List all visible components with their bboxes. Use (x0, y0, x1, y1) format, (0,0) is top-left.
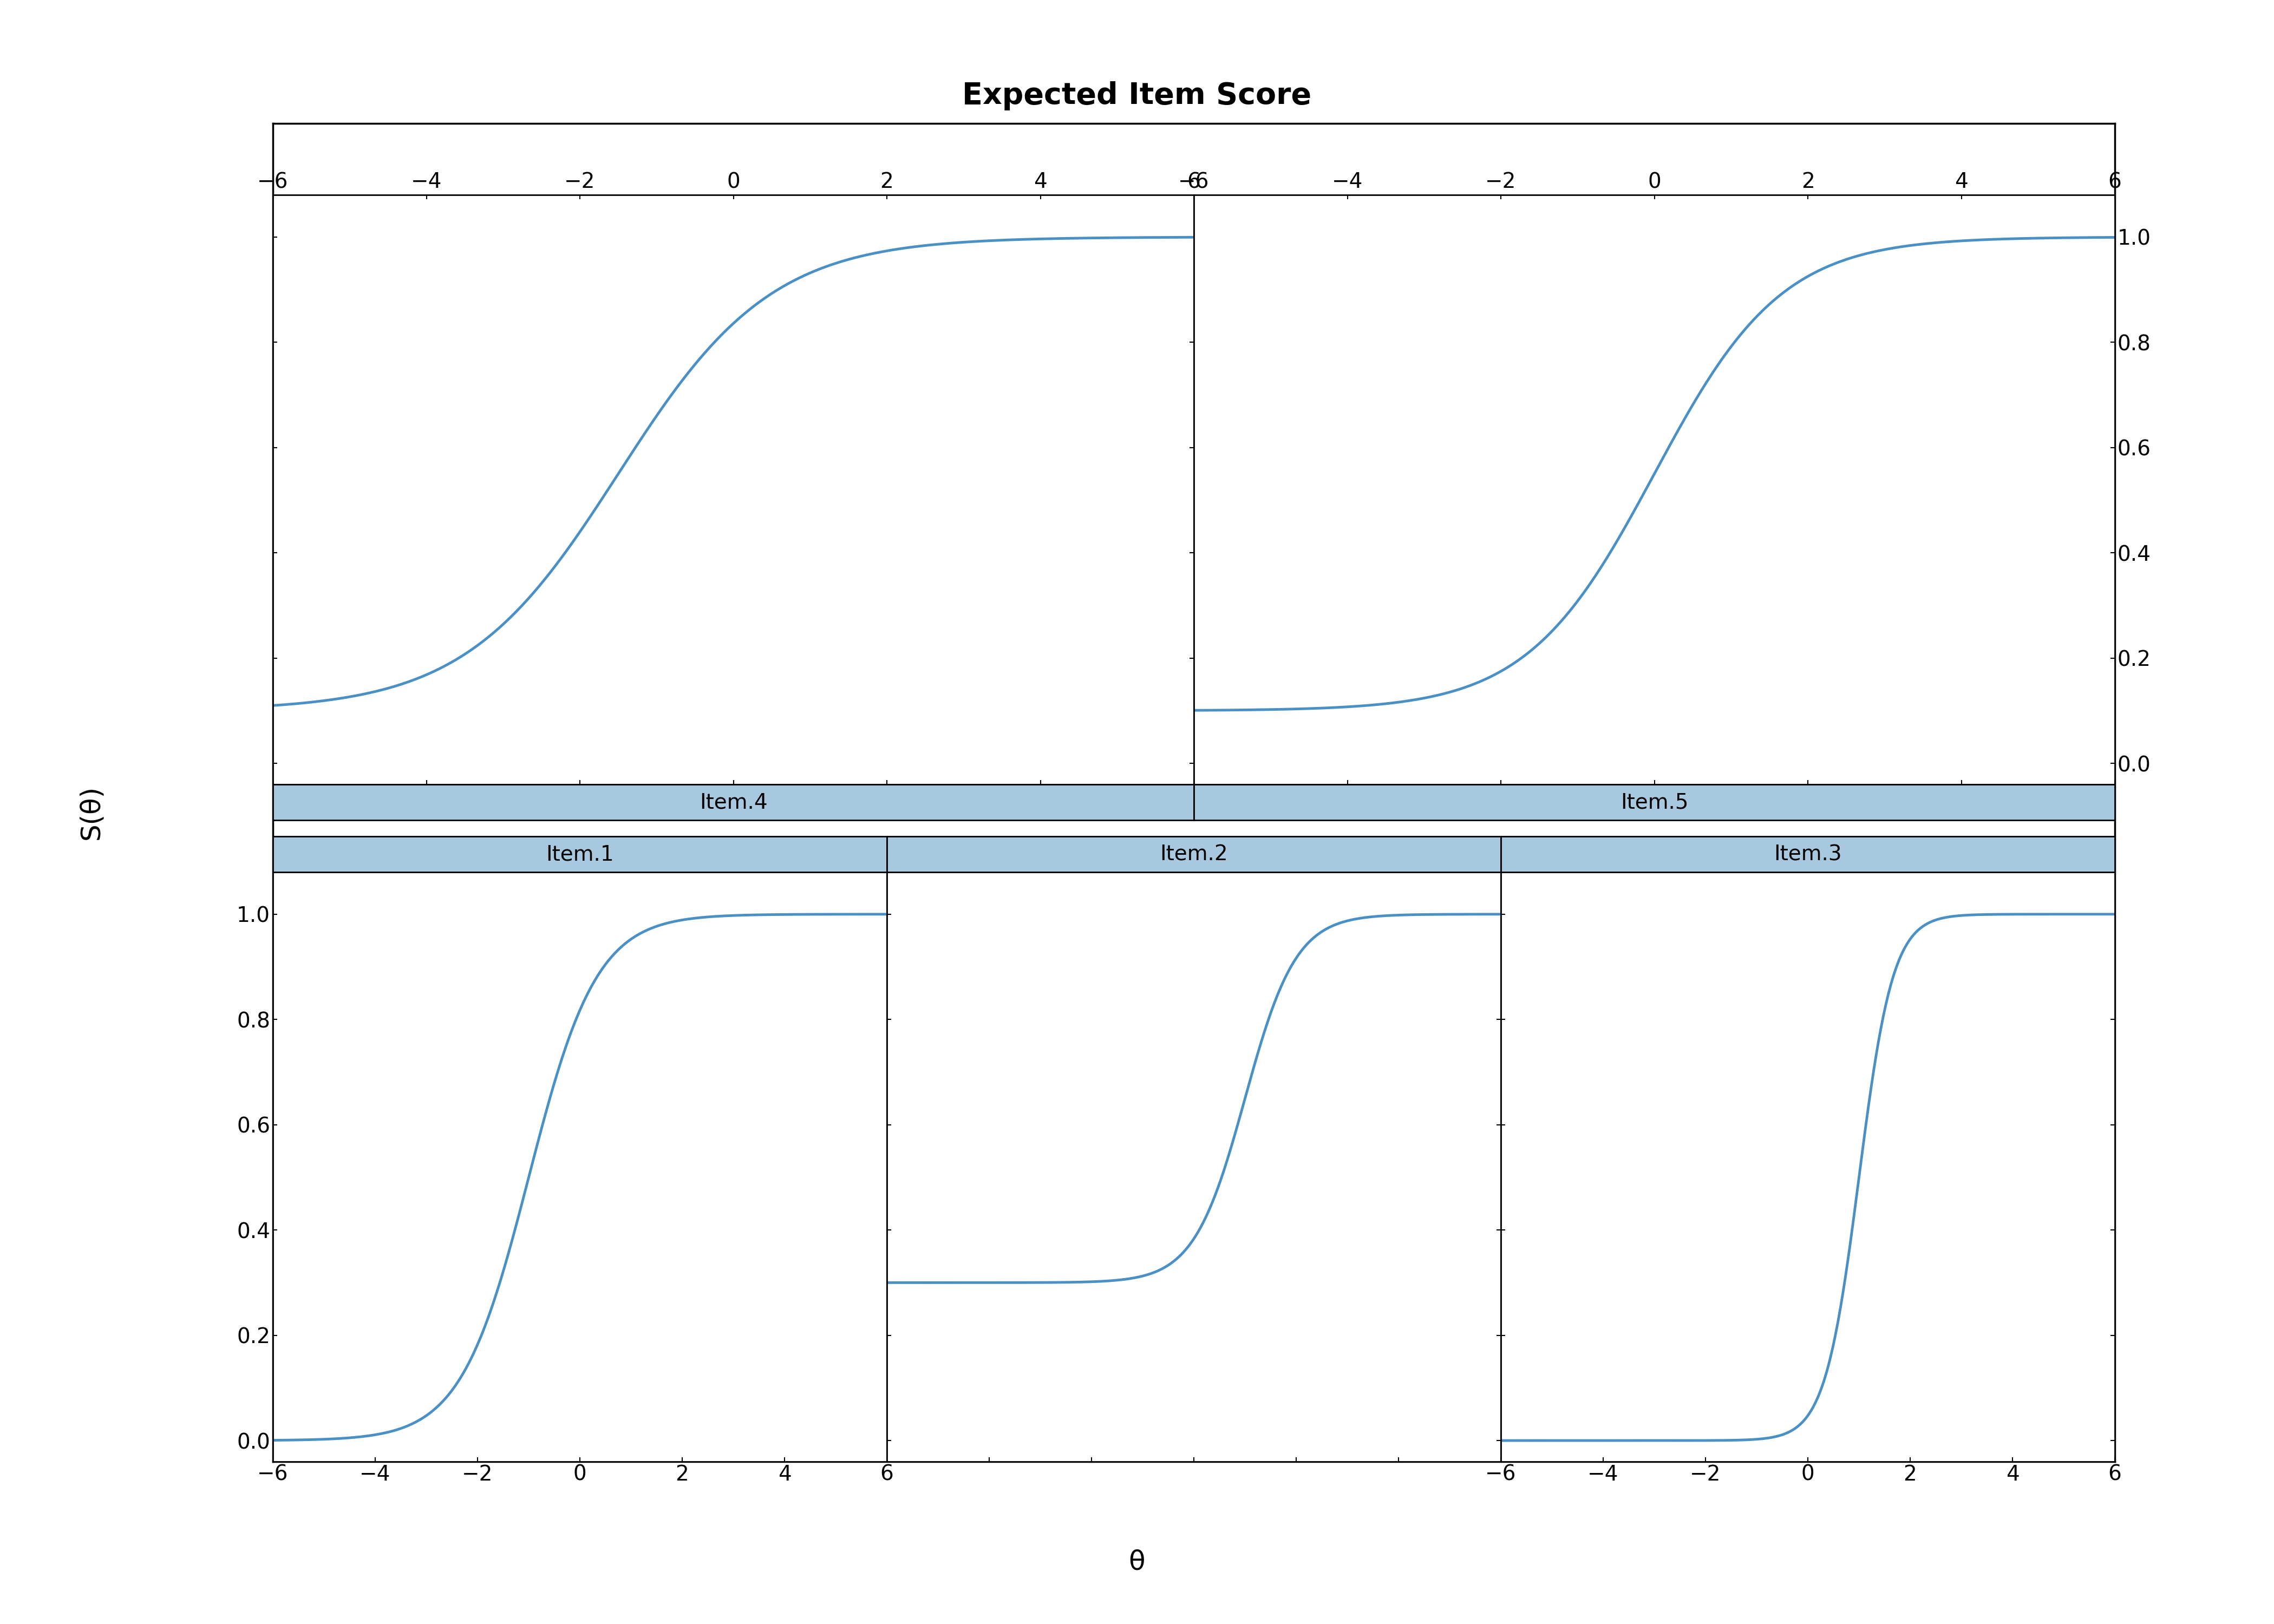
Text: Expected Item Score: Expected Item Score (962, 81, 1312, 110)
Text: θ: θ (1128, 1549, 1146, 1575)
Text: S(θ): S(θ) (77, 784, 105, 840)
Text: Item.4: Item.4 (700, 793, 766, 812)
Text: Item.3: Item.3 (1774, 844, 1842, 864)
Text: Item.5: Item.5 (1621, 793, 1687, 812)
Text: Item.2: Item.2 (1160, 844, 1228, 864)
Text: Item.1: Item.1 (546, 844, 614, 864)
